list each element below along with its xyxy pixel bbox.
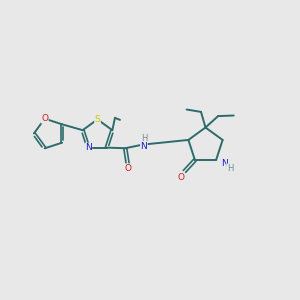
Text: O: O (178, 173, 185, 182)
Text: N: N (221, 159, 228, 168)
Text: S: S (94, 115, 100, 124)
Text: H: H (227, 164, 233, 173)
Text: O: O (41, 114, 48, 123)
Text: H: H (141, 134, 147, 142)
Text: O: O (124, 164, 131, 173)
Text: N: N (85, 143, 92, 152)
Text: N: N (140, 142, 147, 151)
